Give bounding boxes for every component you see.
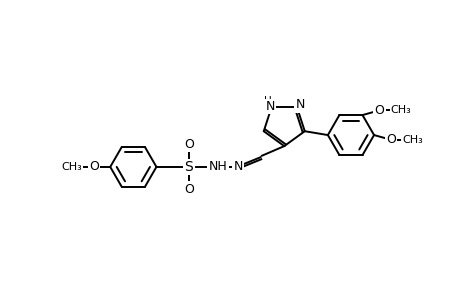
- Text: O: O: [184, 183, 193, 196]
- Text: O: O: [374, 104, 384, 117]
- Text: N: N: [265, 100, 274, 113]
- Text: S: S: [184, 160, 193, 174]
- Text: CH₃: CH₃: [390, 105, 410, 116]
- Text: N: N: [295, 98, 304, 111]
- Text: O: O: [184, 138, 193, 151]
- Text: N: N: [233, 160, 242, 173]
- Text: H: H: [263, 96, 271, 106]
- Text: O: O: [89, 160, 99, 173]
- Text: CH₃: CH₃: [61, 162, 82, 172]
- Text: NH: NH: [208, 160, 227, 173]
- Text: O: O: [385, 133, 395, 146]
- Text: CH₃: CH₃: [401, 135, 422, 145]
